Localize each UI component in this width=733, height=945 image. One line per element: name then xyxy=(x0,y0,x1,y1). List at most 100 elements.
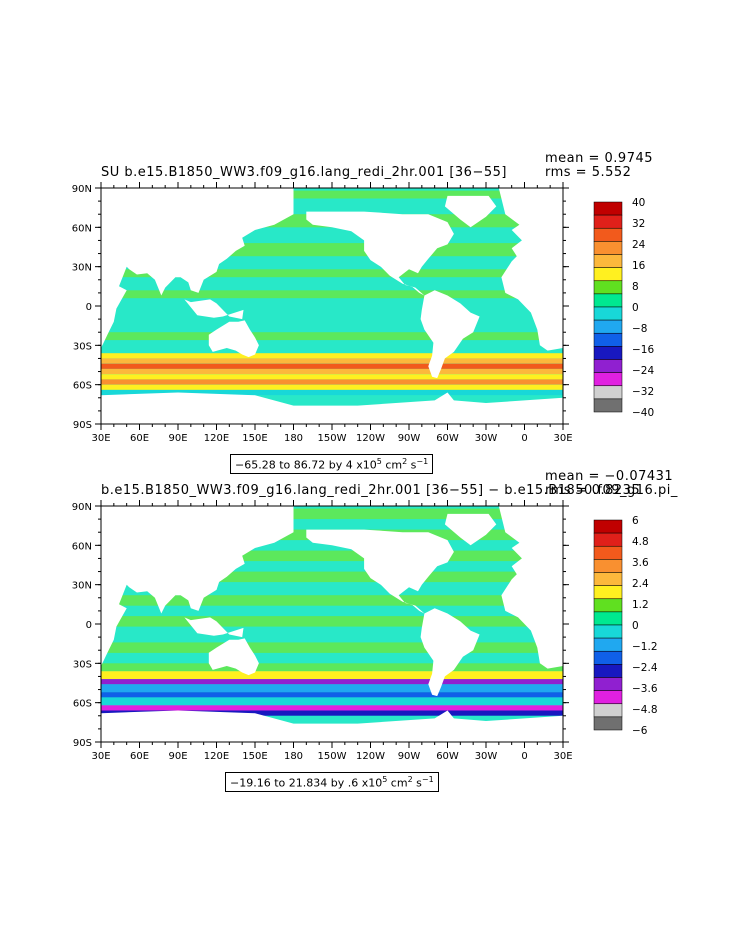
panel-stats: mean = −0.07431 rms = 0.8235 xyxy=(545,470,673,498)
land-mask xyxy=(101,188,294,348)
lat-label: 90N xyxy=(72,502,92,513)
field-band xyxy=(101,363,563,369)
colorbar-label: −3.6 xyxy=(632,683,658,695)
field-band xyxy=(101,550,563,562)
land-mask xyxy=(101,506,294,666)
lon-label: 150W xyxy=(318,751,347,762)
colorbar-label: 4.8 xyxy=(632,536,649,548)
colorbar-swatch xyxy=(593,267,623,281)
colorbar-swatch xyxy=(593,651,623,665)
land-mask xyxy=(420,290,480,379)
map-panel-bottom: 90N 60N 30N 0 30S 60S 90S 30E 60E 90E 120E 150E 180 1… xyxy=(0,468,733,798)
lon-label: 150W xyxy=(318,433,347,444)
mean-value: mean = 0.9745 xyxy=(545,151,654,166)
lon-label: 30E xyxy=(91,751,110,762)
land-mask xyxy=(306,529,454,614)
lat-label: 60S xyxy=(73,699,92,710)
lon-label: 90E xyxy=(168,433,187,444)
lon-label: 30E xyxy=(553,433,572,444)
land-mask xyxy=(101,710,563,742)
colorbar-swatch xyxy=(593,572,623,586)
lat-label: 60N xyxy=(72,541,92,552)
land-mask xyxy=(498,188,563,351)
colorbar-swatch xyxy=(593,598,623,613)
colorbar-label: 32 xyxy=(632,218,645,230)
rms-value: rms = 5.552 xyxy=(545,165,632,180)
field-band xyxy=(101,358,563,364)
lat-label: 30N xyxy=(72,263,92,274)
colorbar-label: 2.4 xyxy=(632,578,649,590)
colorbar-swatch xyxy=(593,546,623,560)
lat-label: 90S xyxy=(73,420,92,431)
lon-label: 150E xyxy=(242,433,267,444)
field-band xyxy=(101,642,563,653)
colorbar-swatch xyxy=(593,690,623,704)
lon-label: 90W xyxy=(398,433,421,444)
field-band xyxy=(101,290,563,299)
lat-label: 90S xyxy=(73,738,92,749)
colorbar-swatch xyxy=(593,372,623,386)
colorbar-label: −16 xyxy=(632,344,654,356)
colorbar-top: 40 32 24 16 8 0 −8 −16 −24 −32 −40 xyxy=(593,197,654,419)
map-panel-top: 90N 60N 30N 0 30S 60S 90S 30E 60E 90E 120E 150E 180 1… xyxy=(0,150,733,480)
field-band xyxy=(101,692,563,698)
land-mask xyxy=(184,299,244,320)
land-mask xyxy=(498,506,563,669)
colorbar-swatch xyxy=(593,306,623,321)
colorbar-label: 16 xyxy=(632,260,646,272)
colorbar-swatch xyxy=(593,398,623,413)
colorbar-swatch xyxy=(593,385,623,400)
field-band xyxy=(101,332,563,341)
land-mask xyxy=(444,513,497,546)
lon-label: 60W xyxy=(436,433,459,444)
land-mask xyxy=(208,638,259,676)
field-band xyxy=(101,379,563,385)
colorbar-swatch xyxy=(593,677,623,691)
field-band xyxy=(101,663,563,672)
colorbar-swatch xyxy=(593,214,623,229)
field-band xyxy=(101,368,563,375)
contour-units-tail: s xyxy=(412,776,422,790)
contour-range: −19.16 to 21.834 by .6 x10 xyxy=(230,776,383,790)
lon-label: 30E xyxy=(553,751,572,762)
colorbar-label: 1.2 xyxy=(632,599,649,611)
colorbar-swatch xyxy=(593,559,623,573)
colorbar-label: −24 xyxy=(632,365,654,377)
colorbar-bottom: 6 4.8 3.6 2.4 1.2 0 −1.2 −2.4 −3.6 −4.8 −6 xyxy=(593,515,658,737)
lon-label: 30E xyxy=(91,433,110,444)
field-band xyxy=(101,269,563,278)
colorbar-swatch xyxy=(593,346,623,360)
colorbar-label: −4.8 xyxy=(632,704,658,716)
lat-label: 30S xyxy=(73,341,92,352)
lon-label: 30W xyxy=(475,433,498,444)
contour-info-box: −19.16 to 21.834 by .6 x105 cm2 s−1 xyxy=(225,772,439,792)
lat-label: 60N xyxy=(72,223,92,234)
rms-value: rms = 0.8235 xyxy=(545,483,641,498)
colorbar-label: −8 xyxy=(632,323,647,335)
lon-label: 60W xyxy=(436,751,459,762)
colorbar-label: −1.2 xyxy=(632,641,658,653)
field-band xyxy=(101,190,563,199)
lon-label: 60E xyxy=(130,433,149,444)
land-mask xyxy=(208,320,259,358)
lon-label: 90W xyxy=(398,751,421,762)
colorbar-swatch xyxy=(593,228,623,242)
land-mask xyxy=(101,392,563,424)
field-band xyxy=(101,353,563,359)
lon-label: 0 xyxy=(521,751,527,762)
mean-value: mean = −0.07431 xyxy=(545,469,674,484)
colorbar-label: −40 xyxy=(632,407,654,419)
colorbar-swatch xyxy=(593,703,623,718)
colorbar-swatch xyxy=(593,611,623,626)
colorbar-swatch xyxy=(593,637,623,652)
colorbar-label: 40 xyxy=(632,197,645,209)
colorbar-label: 0 xyxy=(632,302,639,314)
field-band xyxy=(101,697,563,706)
colorbar-label: 24 xyxy=(632,239,646,251)
colorbar-label: −32 xyxy=(632,386,654,398)
colorbar-swatch xyxy=(593,716,623,731)
colorbar-label: 8 xyxy=(632,281,639,293)
land-mask xyxy=(184,617,244,638)
contour-units: cm xyxy=(381,458,403,472)
colorbar-label: 0 xyxy=(632,620,639,632)
